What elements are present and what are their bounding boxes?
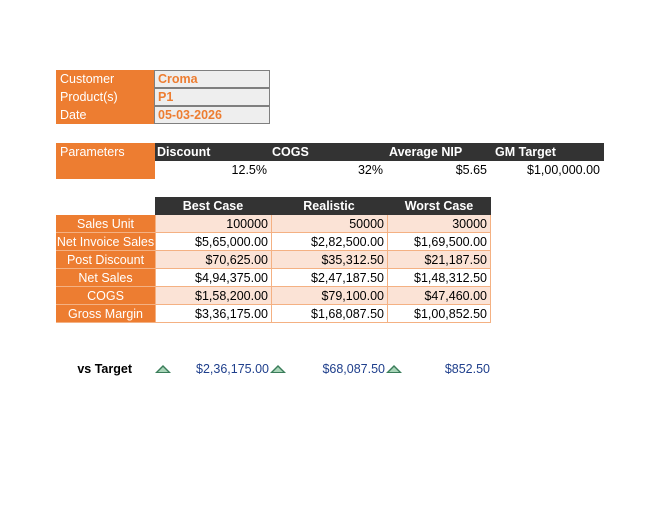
table-cell[interactable]: $79,100.00 (271, 287, 387, 305)
row-label: Net Sales (56, 269, 155, 287)
vs-target-worst: $852.50 (444, 362, 490, 376)
table-cell[interactable]: $3,36,175.00 (155, 305, 271, 323)
table-cell[interactable]: 50000 (271, 215, 387, 233)
vs-target-label: vs Target (77, 362, 132, 376)
param-header-gm-target: GM Target (495, 143, 603, 161)
scenario-header-worst: Worst Case (387, 197, 491, 215)
parameters-label: Parameters (60, 145, 125, 159)
row-label: COGS (56, 287, 155, 305)
up-triangle-icon (386, 365, 402, 373)
row-label: Net Invoice Sales (56, 233, 155, 251)
product-label: Product(s) (56, 88, 154, 106)
table-cell[interactable]: $1,00,852.50 (387, 305, 491, 323)
table-cell[interactable]: $4,94,375.00 (155, 269, 271, 287)
param-value-discount[interactable]: 12.5% (155, 161, 271, 179)
table-cell[interactable]: $1,58,200.00 (155, 287, 271, 305)
product-value[interactable]: P1 (154, 88, 270, 106)
table-cell[interactable]: $2,82,500.00 (271, 233, 387, 251)
table-cell[interactable]: $1,69,500.00 (387, 233, 491, 251)
vs-target-realistic: $68,087.50 (322, 362, 385, 376)
param-value-gm-target[interactable]: $1,00,000.00 (491, 161, 604, 179)
param-header-discount: Discount (157, 143, 267, 161)
scenario-header-realistic: Realistic (271, 197, 387, 215)
param-header-avg-nip: Average NIP (389, 143, 489, 161)
table-cell[interactable]: $35,312.50 (271, 251, 387, 269)
row-label: Sales Unit (56, 215, 155, 233)
scenario-header-best: Best Case (155, 197, 271, 215)
param-value-cogs[interactable]: 32% (271, 161, 387, 179)
table-cell[interactable]: $1,48,312.50 (387, 269, 491, 287)
table-cell[interactable]: 30000 (387, 215, 491, 233)
row-label: Gross Margin (56, 305, 155, 323)
table-cell[interactable]: $47,460.00 (387, 287, 491, 305)
up-triangle-icon (155, 365, 171, 373)
table-cell[interactable]: $21,187.50 (387, 251, 491, 269)
table-cell[interactable]: $70,625.00 (155, 251, 271, 269)
table-cell[interactable]: $2,47,187.50 (271, 269, 387, 287)
table-cell[interactable]: $5,65,000.00 (155, 233, 271, 251)
up-triangle-icon (270, 365, 286, 373)
customer-label: Customer (56, 70, 154, 88)
table-cell[interactable]: $1,68,087.50 (271, 305, 387, 323)
date-label: Date (56, 106, 154, 124)
param-value-avg-nip[interactable]: $5.65 (387, 161, 491, 179)
vs-target-best: $2,36,175.00 (196, 362, 269, 376)
table-cell[interactable]: 100000 (155, 215, 271, 233)
row-label: Post Discount (56, 251, 155, 269)
customer-value[interactable]: Croma (154, 70, 270, 88)
parameters-label-cell: Parameters (56, 143, 155, 179)
param-header-cogs: COGS (272, 143, 382, 161)
date-value[interactable]: 05-03-2026 (154, 106, 270, 124)
